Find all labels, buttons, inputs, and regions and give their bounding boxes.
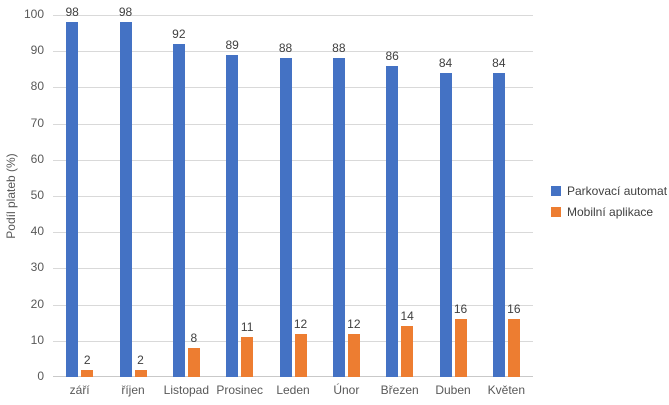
y-tick-label: 80 xyxy=(30,79,44,94)
bar-secondary xyxy=(454,319,467,377)
legend-entry: Mobilní aplikace xyxy=(551,201,667,222)
x-category-label: září xyxy=(69,383,90,397)
y-tick-label: 10 xyxy=(30,332,44,347)
bar-primary xyxy=(332,58,345,377)
data-label: 8 xyxy=(190,331,198,346)
data-label: 92 xyxy=(172,26,186,41)
y-tick-label: 100 xyxy=(23,7,44,21)
plot-area: 98 2 98 2 92 8 89 11 88 12 88 12 86 14 84 16 84 16 xyxy=(53,5,533,377)
bar-secondary xyxy=(241,337,254,377)
legend-entry: Parkovací automat xyxy=(551,180,667,201)
bar-secondary xyxy=(347,333,360,377)
data-label: 88 xyxy=(278,41,293,56)
x-category-label: říjen xyxy=(121,383,145,397)
y-tick-label: 60 xyxy=(30,151,44,166)
legend: Parkovací automat Mobilní aplikace xyxy=(551,180,667,222)
bar-secondary xyxy=(81,369,94,377)
data-label: 2 xyxy=(137,352,144,367)
y-tick-label: 70 xyxy=(30,115,44,130)
data-label: 86 xyxy=(385,48,399,63)
legend-swatch-icon xyxy=(551,206,561,217)
bar-secondary xyxy=(134,369,147,377)
x-category-label: Únor xyxy=(333,383,360,397)
bar-primary xyxy=(172,43,185,377)
y-tick-label: 0 xyxy=(37,369,44,383)
y-tick-label: 30 xyxy=(30,260,44,275)
y-tick-label: 40 xyxy=(30,224,44,239)
bar-primary xyxy=(119,22,132,377)
bar-secondary xyxy=(294,333,307,377)
data-label: 84 xyxy=(492,55,506,70)
y-tick-label: 50 xyxy=(30,188,44,202)
gridline-60 xyxy=(53,159,533,161)
bar-secondary xyxy=(187,348,200,377)
x-category-label: Květen xyxy=(487,383,525,397)
bar-primary xyxy=(386,65,399,377)
data-label: 84 xyxy=(438,55,453,70)
x-category-label: Listopad xyxy=(163,383,210,397)
x-category-label: Leden xyxy=(276,383,310,397)
bar-primary xyxy=(66,22,79,377)
legend-label: Parkovací automat xyxy=(567,183,668,198)
legend-swatch-icon xyxy=(551,185,561,196)
bar-primary xyxy=(279,58,292,377)
data-label: 14 xyxy=(400,309,414,324)
gridline-100 xyxy=(53,15,533,16)
data-label: 98 xyxy=(118,5,133,20)
x-category-label: Prosinec xyxy=(216,383,263,397)
y-tick-label: 20 xyxy=(30,296,44,311)
bar-primary xyxy=(492,72,505,377)
data-label: 12 xyxy=(293,316,308,331)
gridline-0 xyxy=(53,376,533,377)
gridline-20 xyxy=(53,304,533,306)
x-category-label: Duben xyxy=(435,383,471,397)
legend-label: Mobilní aplikace xyxy=(567,204,654,219)
data-label: 16 xyxy=(453,302,468,317)
data-label: 11 xyxy=(240,320,254,335)
data-label: 89 xyxy=(225,37,239,52)
gridline-80 xyxy=(53,87,533,89)
bar-secondary xyxy=(507,319,520,377)
bar-primary xyxy=(439,72,452,377)
bar-primary xyxy=(226,54,239,377)
data-label: 98 xyxy=(65,5,79,20)
data-label: 16 xyxy=(507,302,521,317)
x-category-label: Březen xyxy=(380,383,419,397)
gridline-30 xyxy=(53,268,533,270)
bar-secondary xyxy=(401,326,414,377)
data-label: 2 xyxy=(83,352,91,367)
y-tick-label: 90 xyxy=(30,43,44,58)
gridline-10 xyxy=(53,340,533,342)
data-label: 12 xyxy=(347,316,361,331)
gridline-40 xyxy=(53,232,533,234)
gridline-50 xyxy=(53,196,533,197)
gridline-90 xyxy=(53,51,533,53)
gridline-70 xyxy=(53,123,533,125)
data-label: 88 xyxy=(332,41,346,56)
